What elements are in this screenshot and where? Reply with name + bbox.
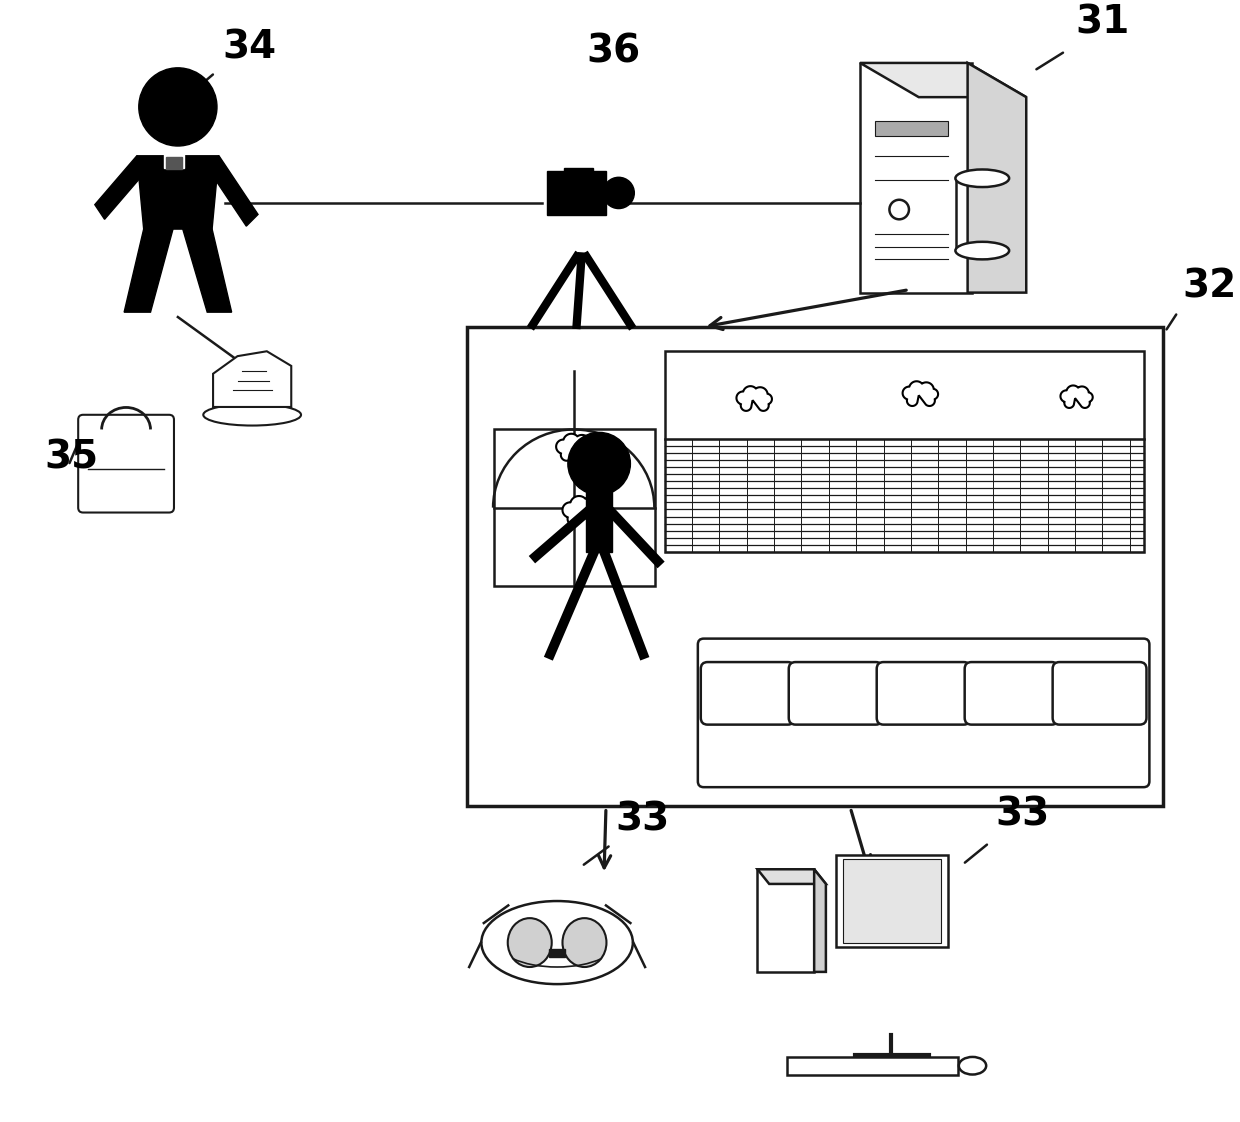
Bar [164,151,184,167]
Bar [836,855,949,947]
Polygon shape [124,229,174,312]
Text: 31: 31 [1075,3,1130,42]
Ellipse shape [955,242,1009,259]
Circle shape [568,432,630,495]
Circle shape [889,200,909,219]
FancyBboxPatch shape [698,638,1149,788]
Bar [587,473,611,552]
Polygon shape [815,870,826,972]
Bar [467,327,1163,806]
Bar [547,172,606,215]
FancyBboxPatch shape [965,662,1059,725]
Ellipse shape [507,918,552,967]
Polygon shape [563,496,604,525]
Polygon shape [861,63,1027,98]
Polygon shape [758,870,826,884]
Text: 34: 34 [223,28,277,66]
Polygon shape [967,63,1027,293]
FancyBboxPatch shape [1053,662,1147,725]
FancyBboxPatch shape [789,662,883,725]
Text: 33: 33 [616,800,670,838]
Polygon shape [182,229,232,312]
Polygon shape [207,156,258,227]
Ellipse shape [203,404,301,425]
Bar [787,1057,957,1075]
Bar [166,157,182,169]
Text: 36: 36 [587,33,641,71]
Polygon shape [903,381,939,406]
Circle shape [603,177,635,209]
Text: 32: 32 [1183,267,1236,305]
Ellipse shape [563,918,606,967]
Text: 33: 33 [994,795,1049,834]
Bar [494,430,655,586]
Bar [842,859,941,942]
Bar [665,351,1143,552]
Polygon shape [213,351,291,407]
Polygon shape [1060,386,1092,408]
Polygon shape [556,434,595,461]
Bar [549,949,565,957]
Bar [758,870,815,972]
Polygon shape [136,156,219,229]
Ellipse shape [959,1057,986,1075]
Bar [956,177,1009,250]
Polygon shape [737,386,773,411]
FancyBboxPatch shape [877,662,971,725]
FancyBboxPatch shape [78,415,174,513]
Bar [874,120,949,136]
Polygon shape [94,156,146,219]
Ellipse shape [481,901,632,984]
Ellipse shape [955,169,1009,187]
FancyBboxPatch shape [701,662,795,725]
Bar [861,63,972,293]
Circle shape [139,67,217,146]
Text: 35: 35 [43,439,98,477]
Bar [564,168,593,190]
